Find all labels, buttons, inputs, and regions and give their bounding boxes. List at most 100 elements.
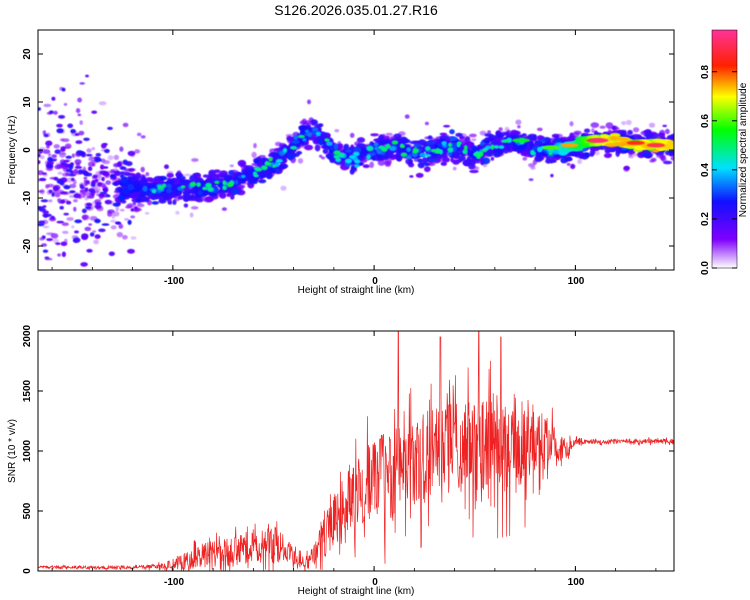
spectrogram-cell xyxy=(119,146,124,152)
spectrogram-cell xyxy=(56,178,63,184)
colorbar-label: Normalized spectral amplitude xyxy=(738,82,749,217)
spectrogram-cell xyxy=(334,129,340,133)
spectrogram-cell xyxy=(75,108,81,114)
spectrogram-cell xyxy=(136,132,142,137)
spectrogram-cell xyxy=(63,159,70,163)
spectrogram-cell xyxy=(51,192,55,197)
spectrogram-cell xyxy=(62,230,69,234)
spectrogram-cell xyxy=(91,147,96,151)
spectrogram-cell xyxy=(97,182,103,186)
spectrogram-cell xyxy=(63,212,69,216)
spectrogram-x-tick-label: 0 xyxy=(372,276,378,287)
spectrogram-cell xyxy=(447,147,454,153)
spectrogram-cell xyxy=(116,232,124,238)
spectrogram-cell xyxy=(73,193,81,199)
spectrogram-cell xyxy=(56,220,65,224)
spectrogram-cell xyxy=(81,233,89,239)
spectrogram-cell xyxy=(466,158,474,166)
spectrogram-cell xyxy=(130,215,136,219)
spectrogram-cell xyxy=(670,156,674,161)
spectrogram-cell xyxy=(589,149,596,156)
spectrogram-cell xyxy=(81,170,87,175)
snr-y-axis-label: SNR (10 * v/v) xyxy=(7,419,18,483)
spectrogram-cell xyxy=(122,159,128,165)
spectrogram-cell xyxy=(296,150,303,155)
spectrogram-cell xyxy=(605,142,618,148)
spectrogram-cell xyxy=(151,189,157,194)
spectrogram-cell xyxy=(627,129,633,136)
spectrogram-cell xyxy=(39,155,45,160)
spectrogram-cell xyxy=(101,223,110,226)
spectrogram-cell xyxy=(439,132,447,136)
spectrogram-cell xyxy=(530,149,535,155)
spectrogram-cell xyxy=(651,149,660,153)
spectrogram-cell xyxy=(122,122,129,128)
spectrogram-cell xyxy=(333,143,338,151)
spectrogram-heatmap xyxy=(38,74,674,267)
spectrogram-cell xyxy=(504,126,510,131)
spectrogram-cell xyxy=(487,130,491,134)
spectrogram-cell xyxy=(534,140,543,144)
spectrogram-cell xyxy=(121,176,128,184)
spectrogram-cell xyxy=(417,161,425,169)
spectrogram-cell xyxy=(145,172,150,177)
spectrogram-cell xyxy=(344,158,353,164)
spectrogram-cell xyxy=(599,125,606,129)
colorbar-tick-label: 0.4 xyxy=(700,163,711,177)
snr-panel: -100 0 100 0 500 1000 1500 2000 Height o… xyxy=(7,324,675,597)
spectrogram-cell xyxy=(209,192,218,197)
spectrogram-cell xyxy=(41,235,46,239)
spectrogram-cell xyxy=(486,153,493,157)
spectrogram-cell xyxy=(214,180,220,184)
spectrogram-y-tick-label: 20 xyxy=(22,48,33,60)
spectrogram-cell xyxy=(618,143,625,147)
spectrogram-cell xyxy=(140,135,146,139)
spectrogram-cell xyxy=(127,219,132,225)
spectrogram-cell xyxy=(68,173,77,177)
spectrogram-cell xyxy=(542,145,561,150)
spectrogram-cell xyxy=(484,133,493,137)
spectrogram-cell xyxy=(183,203,189,208)
spectrogram-cell xyxy=(609,136,617,140)
spectrogram-cell xyxy=(71,153,75,158)
spectrogram-cell xyxy=(609,148,616,152)
spectrogram-cell xyxy=(108,251,115,257)
spectrogram-cell xyxy=(471,138,477,142)
spectrogram-cell xyxy=(412,147,417,154)
spectrogram-cell xyxy=(400,144,405,149)
spectrogram-cell xyxy=(478,151,484,155)
spectrogram-cell xyxy=(424,121,429,126)
spectrogram-cell xyxy=(110,219,117,223)
spectrogram-cell xyxy=(84,197,89,201)
spectrogram-cell xyxy=(389,146,397,152)
spectrogram-cell xyxy=(226,182,234,188)
spectrogram-cell xyxy=(47,156,53,162)
spectrogram-cell xyxy=(458,155,466,162)
spectrogram-cell xyxy=(666,140,674,145)
spectrogram-cell xyxy=(230,188,240,195)
spectrogram-cell xyxy=(146,177,154,183)
spectrogram-cell xyxy=(61,251,66,258)
spectrogram-cell xyxy=(605,122,614,129)
spectrogram-cell xyxy=(326,154,336,160)
spectrogram-cell xyxy=(86,202,93,207)
spectrogram-cell xyxy=(164,164,169,169)
spectrogram-cell xyxy=(103,166,109,169)
spectrogram-cell xyxy=(71,177,75,182)
spectrogram-cell xyxy=(91,110,98,114)
spectrogram-y-tick-label: -10 xyxy=(22,190,33,205)
spectrogram-cell xyxy=(356,137,366,143)
spectrogram-cell xyxy=(60,199,66,204)
spectrogram-cell xyxy=(310,131,317,136)
spectrogram-cell xyxy=(276,158,283,163)
spectrogram-x-tick-label: 100 xyxy=(568,276,585,287)
colorbar-ticks xyxy=(712,71,737,269)
spectrogram-cell xyxy=(142,185,148,192)
spectrogram-cell xyxy=(255,168,263,172)
spectrogram-cell xyxy=(413,143,421,148)
spectrogram-cell xyxy=(642,152,651,156)
spectrogram-cell xyxy=(57,253,61,257)
spectrogram-cell xyxy=(627,149,636,155)
spectrogram-cell xyxy=(391,140,399,145)
spectrogram-cell xyxy=(621,121,626,126)
